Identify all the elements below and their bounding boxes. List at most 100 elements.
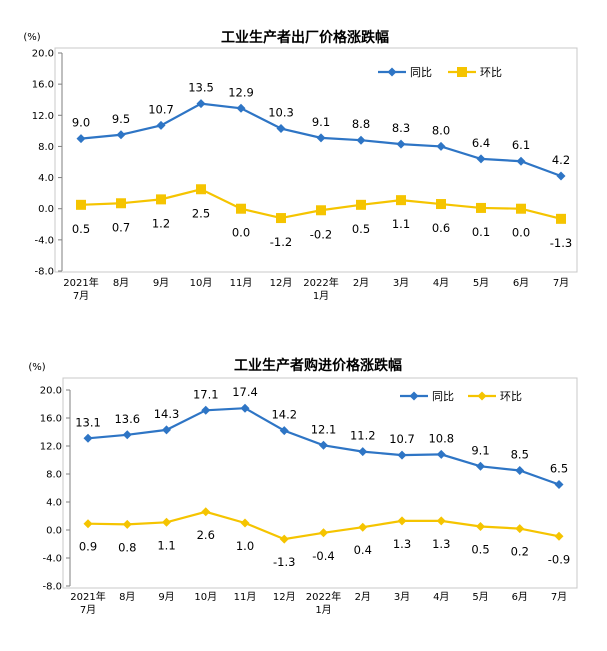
y-tick-label: -8.0 [34, 267, 54, 278]
x-tick-label: 7月 [551, 591, 567, 603]
x-tick-label: 11月 [230, 277, 253, 289]
data-point [316, 133, 326, 143]
data-label: 4.2 [552, 153, 570, 167]
data-label: 0.5 [72, 222, 90, 236]
y-tick-label: -4.0 [42, 554, 62, 565]
data-label: 1.1 [392, 217, 410, 231]
y-tick-label: 8.0 [46, 470, 62, 481]
legend-label: 环比 [500, 390, 522, 403]
data-label: 10.7 [148, 102, 174, 116]
data-point [515, 466, 525, 475]
series-yoy: 9.0 9.5 10.7 13.5 12.9 10.3 9.1 8.8 8.3 8.0 6.4 6.1… [72, 81, 570, 181]
x-tick-label: 9月 [153, 277, 169, 289]
data-label: 0.1 [472, 225, 490, 239]
data-point [556, 213, 566, 224]
data-point [156, 120, 166, 130]
data-point [201, 507, 211, 517]
data-label: 0.0 [232, 226, 250, 240]
x-tick-label: 3月 [393, 277, 409, 289]
data-point [122, 430, 132, 440]
data-label: 14.3 [154, 407, 180, 421]
data-point [83, 433, 93, 443]
x-tick-label: 2月 [353, 277, 369, 289]
data-point [396, 139, 406, 149]
data-point [279, 534, 289, 544]
x-tick-label: 11月 [234, 591, 257, 603]
data-label: 10.3 [268, 106, 294, 120]
x-tick-label: 8月 [113, 277, 129, 289]
y-tick-label: -8.0 [42, 582, 62, 593]
data-point [156, 194, 166, 205]
data-point [319, 440, 328, 450]
data-label: 9.0 [72, 116, 90, 130]
data-label: 0.8 [118, 540, 136, 554]
y-tick-label: 12.0 [40, 442, 62, 453]
legend-marker [387, 67, 397, 77]
x-tick-label: 12月 [273, 591, 296, 603]
x-tick-label: 4月 [433, 591, 449, 603]
data-label: -1.3 [550, 236, 572, 250]
legend: 同比 环比 [378, 66, 502, 79]
data-point [162, 425, 171, 435]
data-point [436, 516, 446, 526]
y-tick-label: -4.0 [34, 235, 54, 246]
data-point [515, 524, 525, 534]
data-point [358, 522, 368, 532]
x-tick-label: 10月 [194, 591, 217, 603]
legend: 同比 环比 [400, 390, 522, 403]
data-point [122, 519, 132, 529]
data-label: 0.7 [112, 220, 130, 234]
data-label: 6.1 [512, 138, 530, 152]
data-point [516, 203, 526, 214]
x-tick-label: 3月 [394, 591, 410, 603]
data-point [196, 184, 206, 195]
data-label: 10.8 [428, 431, 454, 445]
data-point [116, 130, 126, 140]
data-label: 12.1 [311, 422, 337, 436]
data-label: 0.0 [512, 226, 530, 240]
y-tick-label: 16.0 [40, 414, 62, 425]
y-tick-label: 0.0 [38, 204, 54, 215]
x-tick-label: 2022年 1月 [306, 590, 341, 616]
data-label: 12.9 [228, 85, 254, 99]
x-tick-label: 4月 [433, 277, 449, 289]
y-tick-label: 8.0 [38, 142, 54, 153]
data-point [554, 480, 564, 489]
data-point [476, 202, 486, 213]
series-yoy: 13.1 13.6 14.3 17.1 17.4 14.2 12.1 11.2 10.7 10.8… [75, 385, 568, 489]
data-label: 1.1 [157, 538, 175, 552]
data-label: 14.2 [271, 408, 297, 422]
data-point [436, 199, 446, 210]
data-point [236, 103, 246, 113]
data-label: 0.2 [511, 545, 529, 559]
y-tick-label: 0.0 [46, 526, 62, 537]
data-label: 8.0 [432, 123, 450, 137]
x-tick-label: 12月 [270, 277, 293, 289]
data-point [83, 519, 93, 529]
data-label: 1.3 [432, 537, 450, 551]
x-tick-label: 2021年 7月 [70, 590, 105, 616]
data-label: -0.4 [312, 549, 334, 563]
data-point [397, 450, 407, 460]
x-tick-label: 5月 [473, 277, 489, 289]
data-label: -0.2 [310, 227, 332, 241]
x-tick-label: 2021年 7月 [63, 276, 98, 302]
data-label: 17.1 [193, 387, 219, 401]
plot-frame [62, 377, 578, 589]
data-point [358, 447, 368, 457]
data-point [76, 134, 86, 144]
data-point [162, 517, 171, 527]
data-label: 0.9 [79, 540, 97, 554]
data-label: 8.8 [352, 117, 370, 131]
data-label: 0.4 [354, 543, 372, 557]
data-point [319, 528, 328, 538]
data-point [554, 531, 564, 541]
x-tick-label: 9月 [158, 591, 174, 603]
data-point [316, 205, 326, 216]
data-label: -1.2 [270, 235, 292, 249]
data-label: 9.1 [471, 443, 489, 457]
data-label: 0.5 [471, 543, 489, 557]
data-point [476, 154, 486, 164]
series-mom: 0.9 0.8 1.1 2.6 1.0 -1.3 -0.4 0.4 1.3 1.3 0.5 0.2 -0… [79, 507, 570, 569]
data-label: 13.5 [188, 81, 214, 95]
